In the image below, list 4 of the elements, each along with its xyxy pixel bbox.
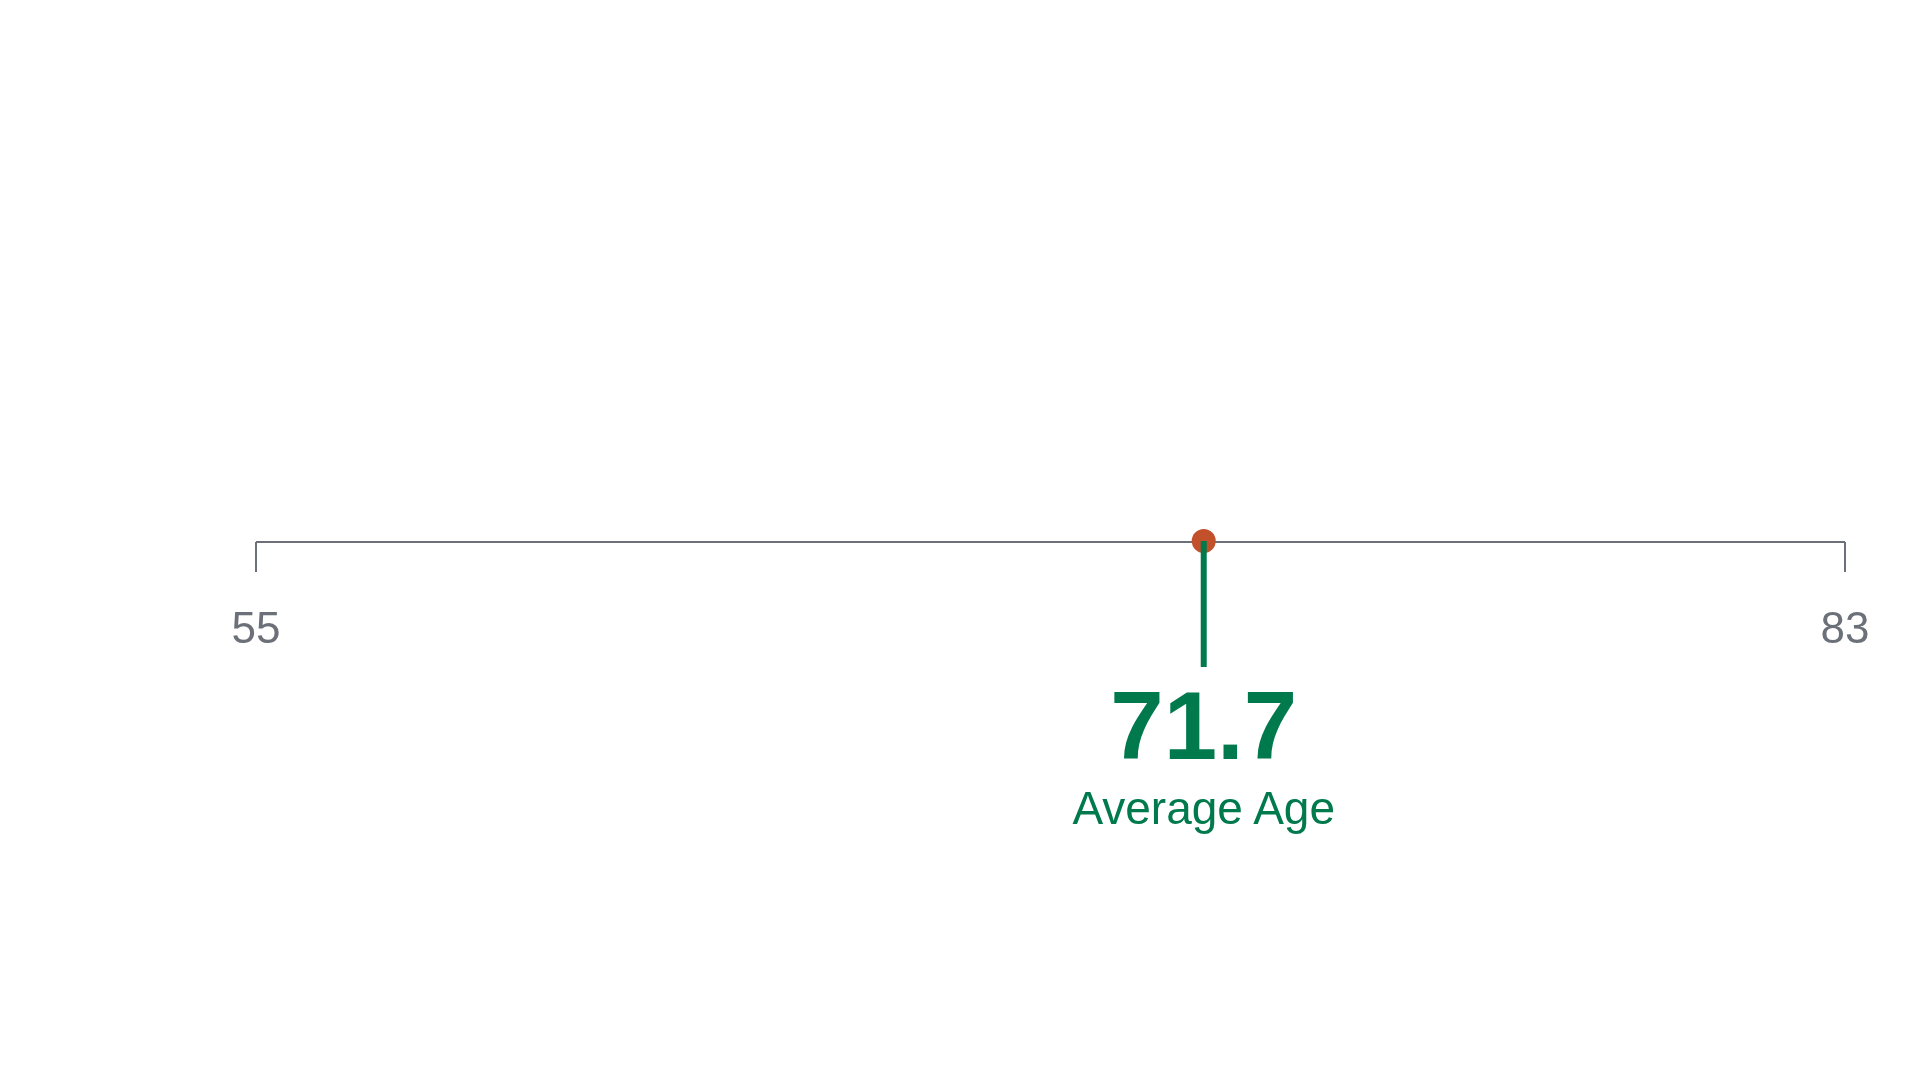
text: 55: [231, 603, 281, 653]
text: Average Age: [1072, 782, 1336, 834]
data-label: 71.7: [1110, 672, 1298, 779]
text: 83: [1820, 603, 1870, 653]
